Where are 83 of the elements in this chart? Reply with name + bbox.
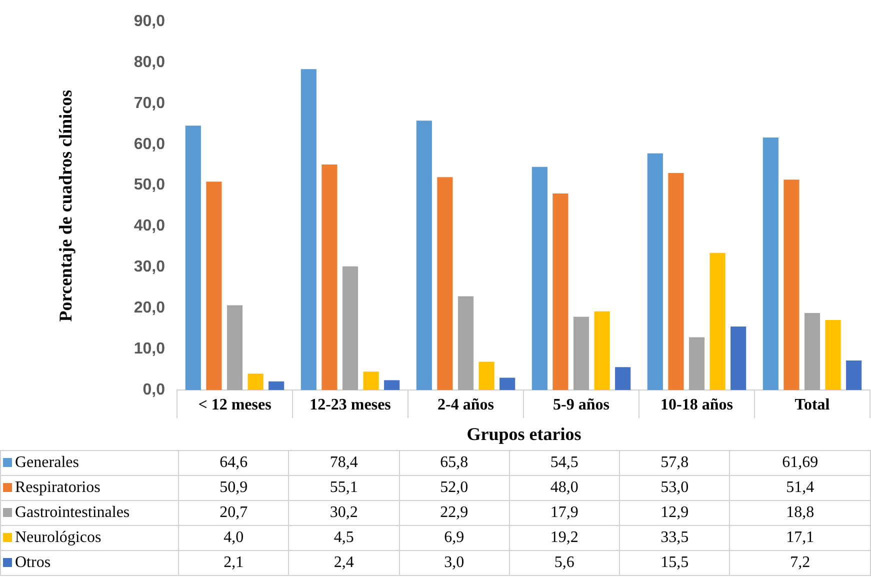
bar [416,120,432,390]
data-label: 50,9 [178,476,289,500]
data-label: 51,4 [730,476,870,500]
bar [185,126,201,390]
bar [573,316,590,390]
y-tick-label: 70,0 [134,94,166,112]
data-label: 48,0 [509,476,620,500]
data-label: 17,1 [730,526,870,550]
bar [762,137,778,390]
data-label: 64,6 [178,450,289,476]
x-tick-label: Total [794,396,830,414]
y-tick-label: 80,0 [134,54,166,71]
bar [478,362,494,390]
bar [825,320,841,390]
x-tick-label: 12-23 meses [310,396,391,414]
data-label: 4,0 [178,526,289,550]
y-tick-label: 90,0 [134,13,166,30]
data-label: 5,6 [509,550,620,576]
data-label: 61,69 [730,450,870,476]
bar [594,311,610,390]
data-label: 4,5 [288,526,399,550]
data-label: 33,5 [620,526,730,550]
bar [384,380,400,390]
y-tick-label: 0,0 [142,381,166,398]
data-label: 20,7 [178,500,289,526]
data-label: 54,5 [509,450,620,476]
bar [730,326,746,390]
bar [500,378,516,390]
x-tick-label: 5-9 años [553,396,610,414]
bar [342,266,358,390]
data-label: 52,0 [399,476,510,500]
data-label: 53,0 [620,476,730,500]
bar [322,164,338,390]
y-tick-label: 10,0 [134,340,166,358]
legend-label: Generales [0,450,178,476]
legend-label: Neurológicos [0,526,178,550]
legend-label: Respiratorios [0,476,178,500]
data-label: 55,1 [288,476,399,500]
y-tick-label: 20,0 [134,300,166,317]
bar [300,69,316,390]
bar [206,182,222,390]
data-label: 78,4 [288,450,399,476]
y-tick-label: 40,0 [134,218,166,235]
bar [226,305,243,390]
bar [688,337,705,390]
data-label: 3,0 [399,550,510,576]
data-label: 12,9 [620,500,730,526]
data-label: 15,5 [620,550,730,576]
legend-label: Otros [0,550,178,576]
bar [458,296,474,390]
bar [268,381,284,390]
bar [668,173,684,390]
data-label: 2,1 [178,550,289,576]
bar [615,367,631,390]
bar [532,166,548,390]
data-label: 22,9 [399,500,510,526]
data-label: 57,8 [620,450,730,476]
data-label: 17,9 [509,500,620,526]
data-label: 7,2 [730,550,870,576]
data-label: 30,2 [288,500,399,526]
data-label: 65,8 [399,450,510,476]
bar [363,372,379,390]
data-label: 6,9 [399,526,510,550]
bar [552,194,568,390]
x-tick-label: < 12 meses [198,396,272,414]
bar [846,360,862,390]
y-axis-title: Porcentaje de cuadros clínicos [55,90,76,322]
legend-label: Gastrointestinales [0,500,178,526]
data-label: 2,4 [288,550,399,576]
bar [248,374,264,390]
y-tick-label: 50,0 [134,176,166,194]
x-axis-title: Grupos etarios [466,423,582,446]
y-tick-label: 30,0 [134,258,166,276]
bar [784,180,800,390]
data-label: 19,2 [509,526,620,550]
bar [437,177,453,390]
y-tick-label: 60,0 [134,136,166,153]
x-tick-label: 2-4 años [438,396,494,414]
data-label: 18,8 [730,500,870,526]
bar [710,252,726,390]
bar [804,313,820,390]
x-tick-label: 10-18 años [660,396,733,414]
bar [647,153,663,390]
